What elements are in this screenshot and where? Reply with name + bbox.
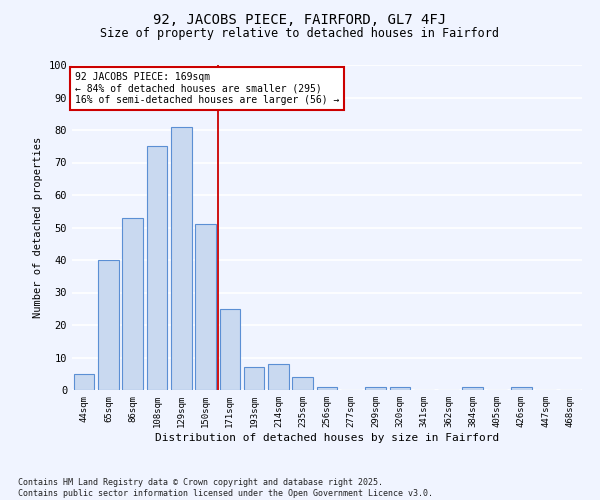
Bar bbox=[389, 387, 410, 390]
Bar bbox=[268, 364, 289, 390]
X-axis label: Distribution of detached houses by size in Fairford: Distribution of detached houses by size … bbox=[155, 432, 499, 442]
Bar bbox=[146, 146, 167, 390]
Bar bbox=[98, 260, 119, 390]
Bar bbox=[220, 308, 240, 390]
Bar bbox=[74, 374, 94, 390]
Y-axis label: Number of detached properties: Number of detached properties bbox=[33, 137, 43, 318]
Bar bbox=[195, 224, 216, 390]
Text: 92 JACOBS PIECE: 169sqm
← 84% of detached houses are smaller (295)
16% of semi-d: 92 JACOBS PIECE: 169sqm ← 84% of detache… bbox=[74, 72, 339, 104]
Bar bbox=[317, 387, 337, 390]
Bar bbox=[244, 367, 265, 390]
Bar bbox=[122, 218, 143, 390]
Bar bbox=[292, 377, 313, 390]
Text: Size of property relative to detached houses in Fairford: Size of property relative to detached ho… bbox=[101, 28, 499, 40]
Text: 92, JACOBS PIECE, FAIRFORD, GL7 4FJ: 92, JACOBS PIECE, FAIRFORD, GL7 4FJ bbox=[154, 12, 446, 26]
Bar bbox=[365, 387, 386, 390]
Bar bbox=[511, 387, 532, 390]
Bar bbox=[463, 387, 483, 390]
Text: Contains HM Land Registry data © Crown copyright and database right 2025.
Contai: Contains HM Land Registry data © Crown c… bbox=[18, 478, 433, 498]
Bar bbox=[171, 126, 191, 390]
